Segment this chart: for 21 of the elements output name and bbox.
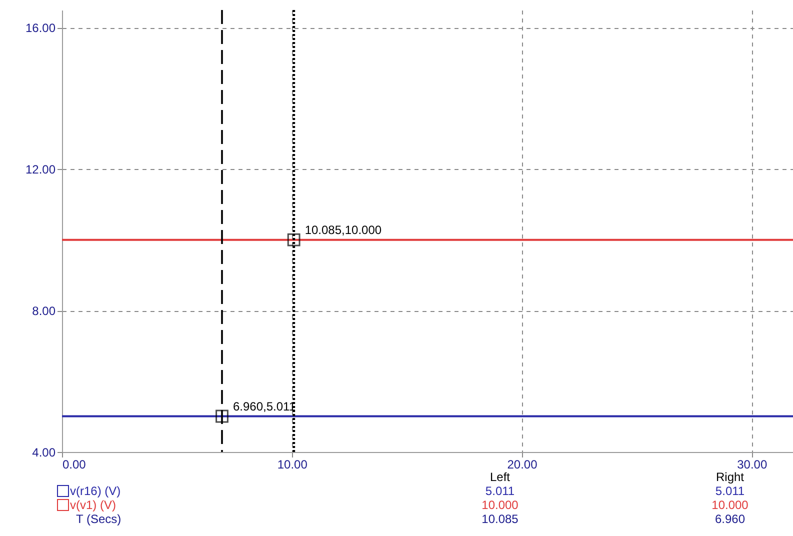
text: 10.000 <box>482 498 518 512</box>
annotation: 6.960,5.011 <box>232 399 296 414</box>
legend-label: v(r16) (V) <box>70 484 121 498</box>
text: 10.085 <box>482 512 518 526</box>
annotation: 10.085,10.000 <box>304 222 382 237</box>
y-tick-label: 12.00 <box>25 162 56 177</box>
x-tick-label: 0.00 <box>62 458 86 472</box>
y-tick-label: 16.00 <box>25 21 56 36</box>
x-tick-label: 20.00 <box>507 458 538 472</box>
y-tick-label: 8.00 <box>32 304 56 318</box>
x-tick-label: 30.00 <box>737 458 768 472</box>
text: Left <box>490 470 510 484</box>
x-tick-label: 10.00 <box>277 458 308 472</box>
text: T (Secs) <box>76 512 122 526</box>
text: Right <box>716 470 744 484</box>
text: 10.000 <box>712 498 748 512</box>
legend-label: v(v1) (V) <box>70 498 116 512</box>
text: 5.011 <box>715 484 745 498</box>
y-tick-label: 4.00 <box>32 446 56 460</box>
text: 6.960 <box>714 512 746 526</box>
text: 5.011 <box>485 484 515 498</box>
